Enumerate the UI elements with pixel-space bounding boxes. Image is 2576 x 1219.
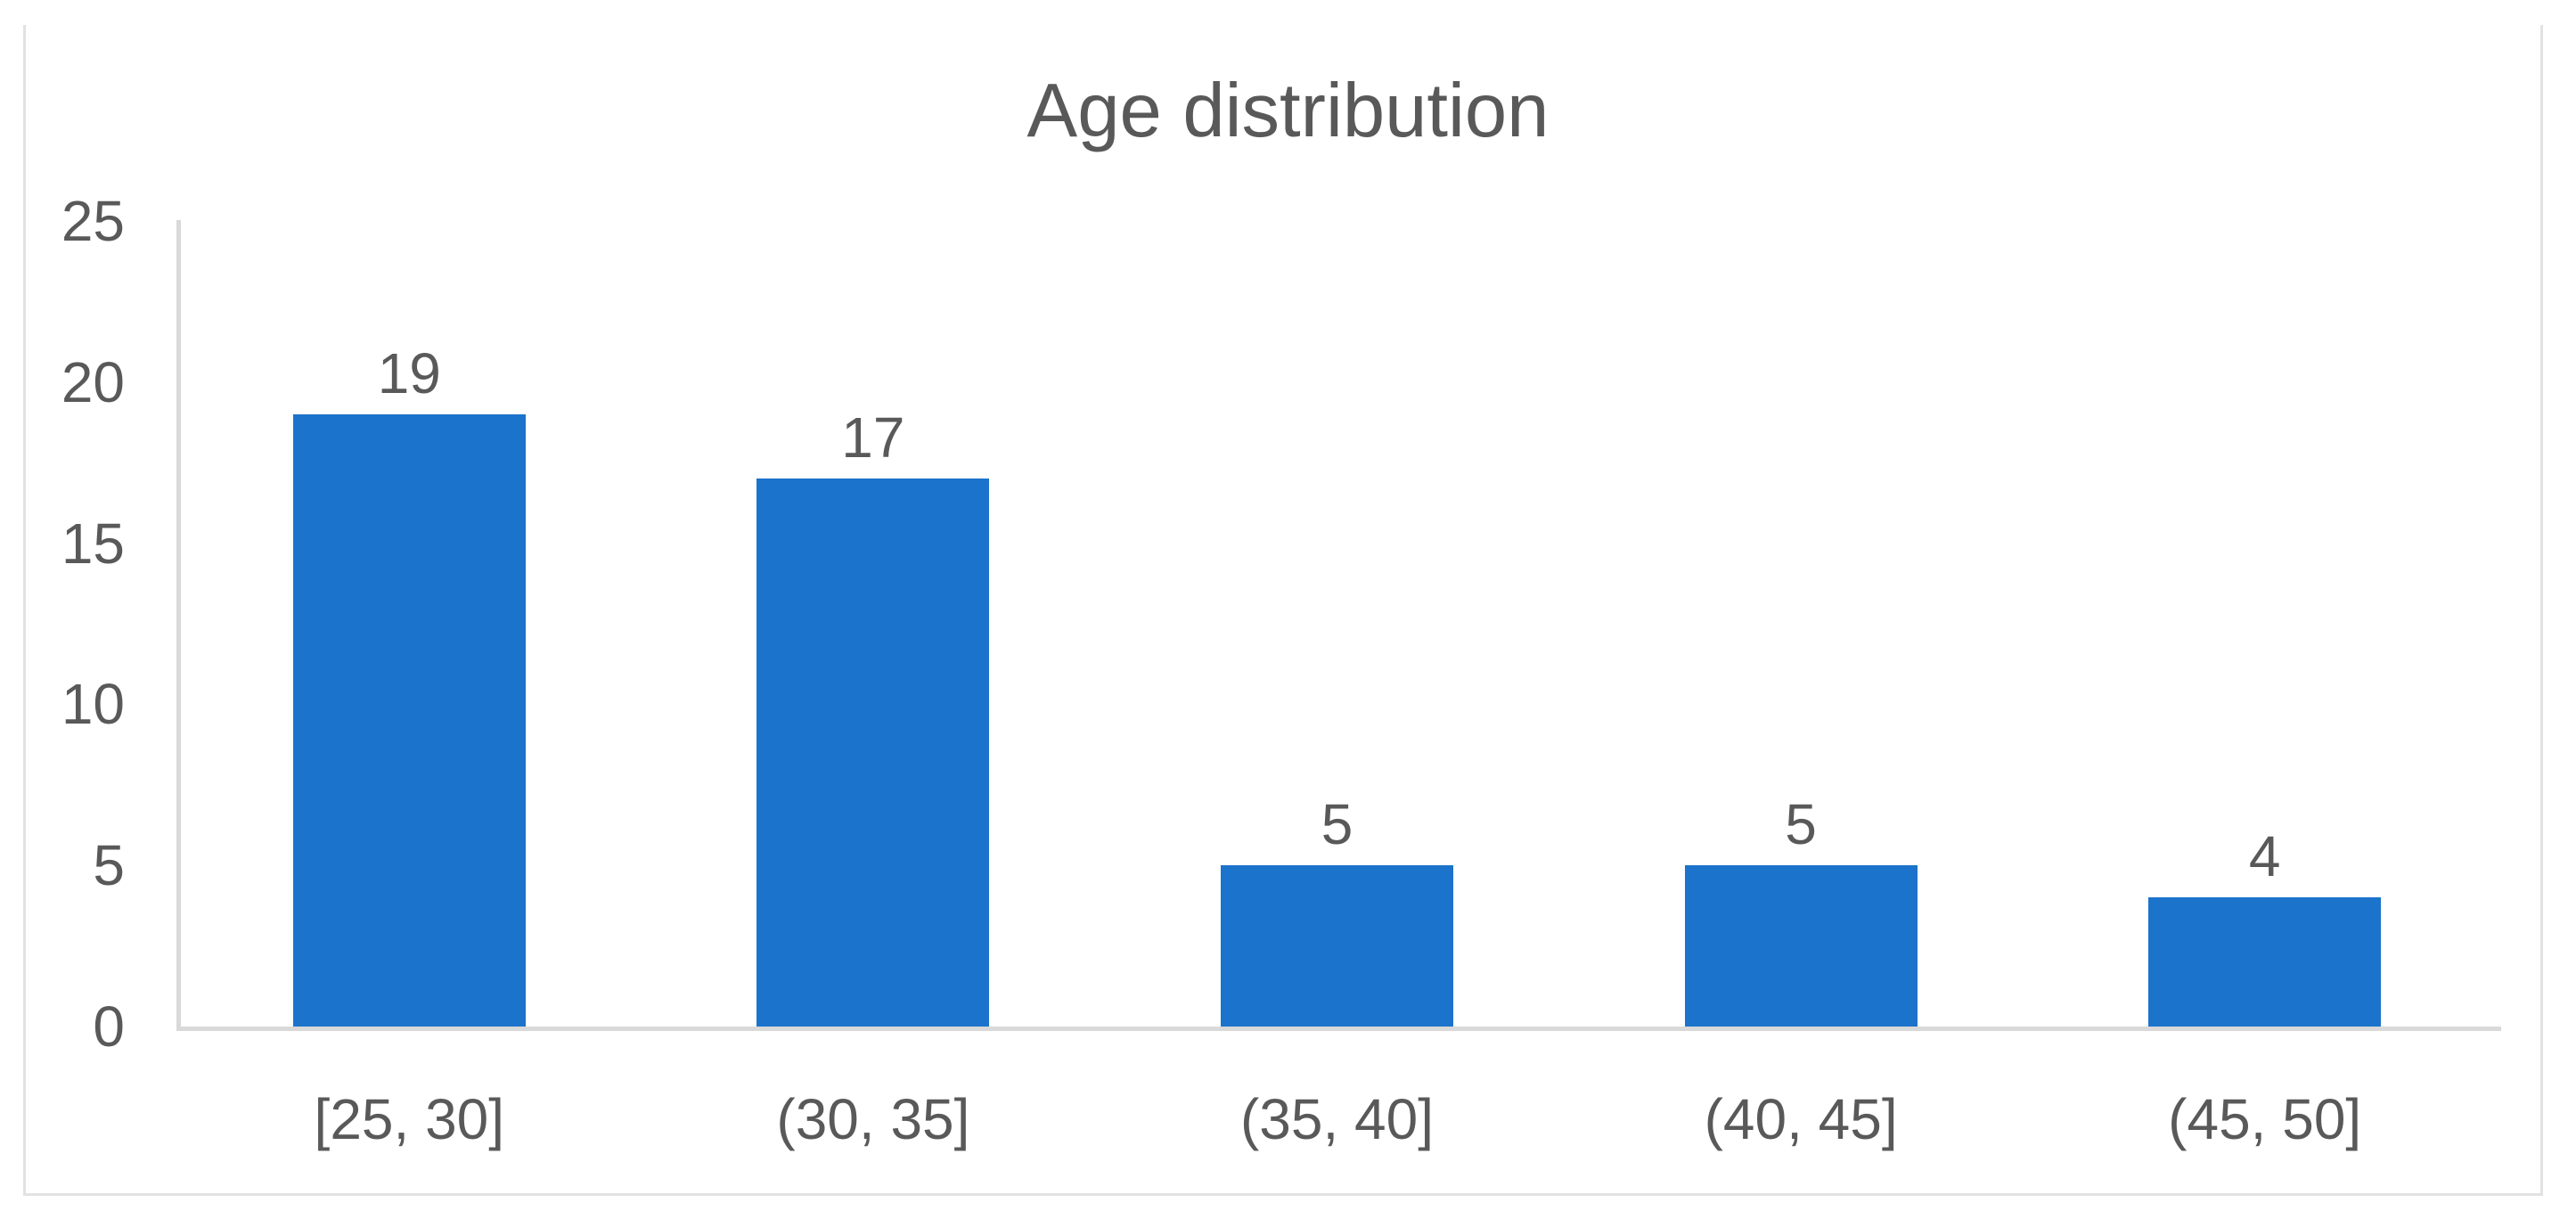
y-tick-label: 10 bbox=[61, 672, 125, 737]
x-axis-line bbox=[177, 1027, 2501, 1031]
bar-value-label: 19 bbox=[377, 340, 441, 405]
bar-value-label: 5 bbox=[1321, 792, 1353, 857]
x-tick-label: (30, 35] bbox=[776, 1087, 970, 1151]
y-tick-label: 20 bbox=[61, 349, 125, 414]
y-tick-label: 5 bbox=[93, 833, 125, 898]
y-axis-line bbox=[176, 220, 181, 1031]
y-tick-label: 15 bbox=[61, 511, 125, 576]
bar bbox=[292, 413, 526, 1027]
bar bbox=[756, 479, 990, 1027]
bar-value-label: 5 bbox=[1785, 792, 1817, 857]
chart-title: Age distribution bbox=[1026, 69, 1550, 153]
bar bbox=[2148, 897, 2382, 1027]
bar bbox=[1221, 865, 1453, 1027]
x-tick-label: (35, 40] bbox=[1239, 1087, 1435, 1151]
x-tick-label: (45, 50] bbox=[2168, 1087, 2362, 1151]
y-tick-label: 25 bbox=[61, 189, 125, 253]
y-tick-label: 0 bbox=[93, 994, 125, 1059]
bar-value-label: 4 bbox=[2248, 824, 2281, 889]
chart-border bbox=[23, 25, 2543, 1196]
x-tick-label: (40, 45] bbox=[1704, 1087, 1898, 1151]
bar bbox=[1684, 865, 1918, 1027]
x-tick-label: [25, 30] bbox=[314, 1087, 505, 1151]
bar-value-label: 17 bbox=[841, 405, 905, 470]
